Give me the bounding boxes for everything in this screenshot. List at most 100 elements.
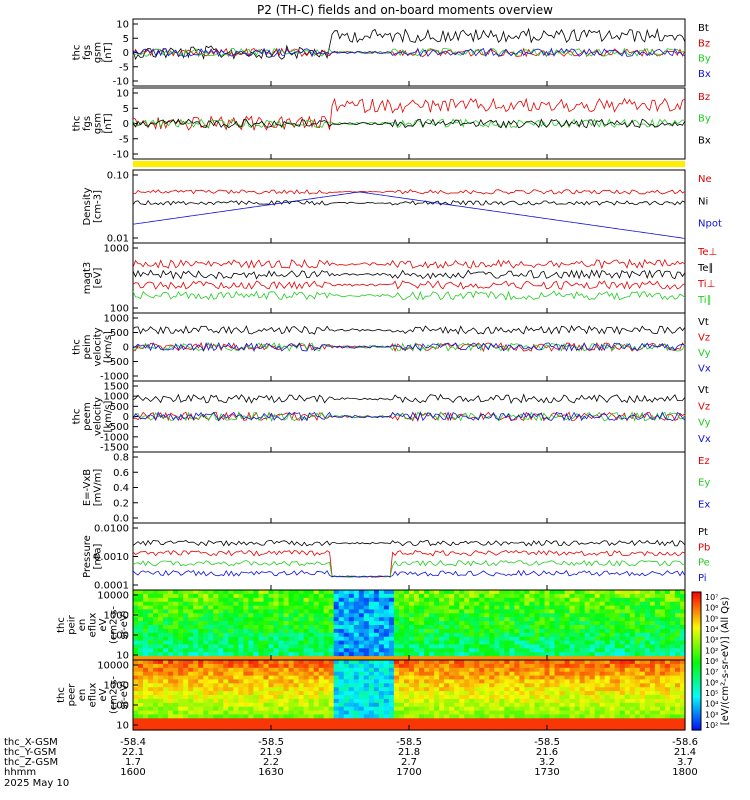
y-tick-label: 1000 bbox=[104, 244, 129, 255]
series-vy bbox=[132, 342, 686, 352]
spectrogram-cell bbox=[148, 710, 154, 716]
spectrogram-cell bbox=[484, 625, 490, 630]
spectrogram-cell bbox=[223, 636, 229, 642]
spectrogram-cell bbox=[338, 590, 345, 595]
spectrogram-cell bbox=[198, 636, 204, 642]
spectrogram-cell bbox=[624, 640, 631, 646]
spectrogram-cell bbox=[143, 644, 149, 649]
spectrogram-cell bbox=[564, 644, 571, 649]
spectrogram-cell bbox=[514, 613, 520, 618]
spectrogram-cell bbox=[318, 660, 325, 665]
spectrogram-cell bbox=[158, 667, 164, 673]
spectrogram-cell bbox=[358, 597, 365, 603]
spectrogram-cell bbox=[594, 636, 601, 642]
spectrogram-cell bbox=[378, 640, 385, 646]
spectrogram-cell bbox=[409, 609, 415, 614]
spectrogram-cell bbox=[489, 593, 495, 599]
spectrogram-cell bbox=[669, 702, 676, 708]
spectrogram-cell bbox=[183, 698, 189, 704]
spectrogram-cell bbox=[579, 695, 586, 700]
spectrogram-cell bbox=[594, 726, 601, 731]
spectrogram-cell bbox=[469, 687, 475, 692]
spectrogram-cell bbox=[675, 648, 681, 653]
spectrogram-cell bbox=[439, 644, 445, 649]
spectrogram-cell bbox=[143, 636, 149, 642]
spectrogram-cell bbox=[333, 640, 340, 646]
spectrogram-cell bbox=[539, 617, 546, 622]
spectrogram-cell bbox=[489, 628, 495, 634]
spectrogram-cell bbox=[218, 698, 224, 704]
spectrogram-cell bbox=[424, 609, 430, 614]
spectrogram-cell bbox=[629, 710, 636, 716]
spectrogram-cell bbox=[439, 617, 445, 622]
spectrogram-cell bbox=[153, 702, 159, 708]
spectrogram-cell bbox=[143, 593, 149, 599]
spectrogram-cell bbox=[378, 632, 385, 638]
legend-te: Te⊥ bbox=[697, 247, 717, 258]
legend-vt: Vt bbox=[698, 317, 709, 328]
spectrogram-cell bbox=[584, 667, 591, 673]
spectrogram-cell bbox=[243, 593, 249, 599]
spectrogram-cell bbox=[449, 656, 455, 661]
spectrogram-cell bbox=[148, 683, 154, 688]
spectrogram-cell bbox=[388, 605, 395, 611]
spectrogram-cell bbox=[333, 698, 340, 704]
spectrogram-cell bbox=[534, 726, 541, 731]
spectrogram-cell bbox=[634, 648, 641, 653]
y-tick-label: 1500 bbox=[104, 382, 129, 393]
spectrogram-cell bbox=[238, 648, 244, 653]
spectrogram-cell bbox=[459, 663, 465, 669]
colorbar-cell bbox=[692, 610, 701, 614]
spectrogram-cell bbox=[449, 663, 455, 669]
spectrogram-cell bbox=[559, 648, 566, 653]
spectrogram-cell bbox=[519, 726, 525, 731]
spectrogram-cell bbox=[569, 593, 576, 599]
spectrogram-cell bbox=[173, 625, 179, 630]
spectrogram-cell bbox=[323, 679, 330, 684]
spectrogram-cell bbox=[479, 683, 485, 688]
spectrogram-cell bbox=[499, 621, 505, 626]
spectrogram-cell bbox=[680, 621, 686, 626]
y-tick-label: 5 bbox=[123, 34, 129, 45]
spectrogram-cell bbox=[529, 621, 535, 626]
spectrogram-cell bbox=[564, 636, 571, 642]
spectrogram-cell bbox=[509, 687, 515, 692]
spectrogram-cell bbox=[424, 726, 430, 731]
spectrogram-cell bbox=[659, 640, 666, 646]
spectrogram-cell bbox=[308, 644, 315, 649]
spectrogram-cell bbox=[148, 722, 154, 727]
spectrogram-cell bbox=[133, 714, 139, 719]
spectrogram-cell bbox=[188, 710, 194, 716]
spectrogram-cell bbox=[569, 644, 576, 649]
spectrogram-cell bbox=[133, 656, 139, 661]
spectrogram-cell bbox=[549, 726, 556, 731]
spectrogram-cell bbox=[609, 698, 616, 704]
spectrogram-cell bbox=[464, 648, 470, 653]
spectrogram-cell bbox=[158, 663, 164, 669]
spectrogram-cell bbox=[594, 663, 601, 669]
spectrogram-cell bbox=[243, 687, 249, 692]
spectrogram-cell bbox=[544, 593, 551, 599]
spectrogram-cell bbox=[599, 590, 606, 595]
spectrogram-cell bbox=[173, 702, 179, 708]
spectrogram-cell bbox=[198, 613, 204, 618]
spectrogram-cell bbox=[649, 691, 656, 696]
spectrogram-cell bbox=[489, 617, 495, 622]
spectrogram-cell bbox=[203, 695, 209, 700]
spectrogram-cell bbox=[143, 632, 149, 638]
spectrogram-cell bbox=[619, 636, 626, 642]
spectrogram-cell bbox=[599, 687, 606, 692]
spectrogram-cell bbox=[393, 590, 400, 595]
spectrogram-cell bbox=[554, 590, 561, 595]
colorbar-cell bbox=[692, 725, 701, 729]
spectrogram-cell bbox=[273, 718, 280, 723]
spectrogram-cell bbox=[474, 663, 480, 669]
spectrogram-cell bbox=[288, 648, 295, 653]
spectrogram-cell bbox=[228, 613, 234, 618]
spectrogram-cell bbox=[514, 683, 520, 688]
spectrogram-cell bbox=[509, 613, 515, 618]
spectrogram-cell bbox=[519, 617, 525, 622]
spectrogram-cell bbox=[494, 718, 500, 723]
spectrogram-cell bbox=[499, 687, 505, 692]
spectrogram-cell bbox=[509, 628, 515, 634]
